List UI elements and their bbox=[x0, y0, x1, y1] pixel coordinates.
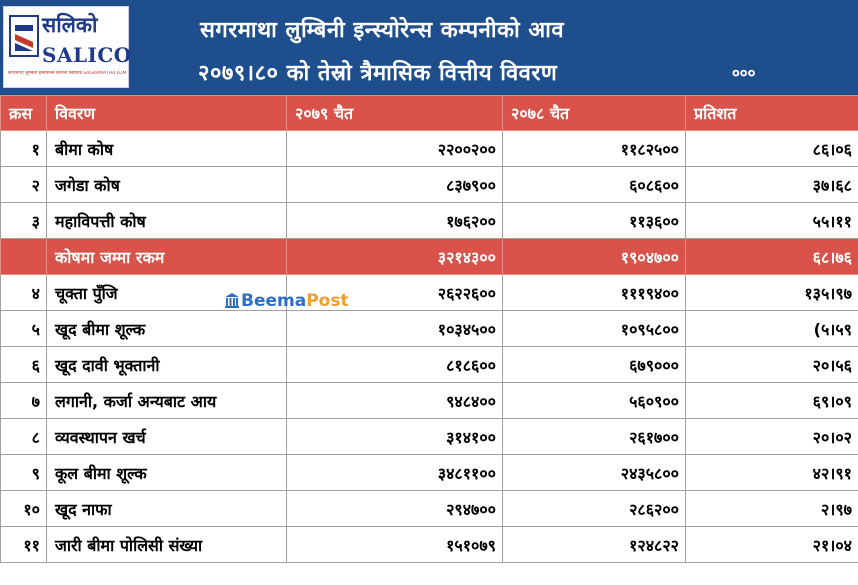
row-value-2078: ५६०९०० bbox=[502, 382, 686, 419]
row-percent: ४२।९१ bbox=[685, 454, 858, 491]
row-value-2079: ८३७९०० bbox=[286, 166, 503, 203]
row-label: महाविपत्ती कोष bbox=[46, 202, 287, 239]
title-line-2: २०७९।८० को तेस्रो त्रैमासिक वित्तीय विवर… bbox=[198, 61, 558, 86]
row-serial: ८ bbox=[0, 418, 47, 455]
row-label: खूद दावी भूक्तानी bbox=[46, 346, 287, 383]
header-2079-chait: २०७९ चैत bbox=[286, 95, 503, 131]
row-value-2079: ३१४१०० bbox=[286, 418, 503, 455]
table-row: ८ व्यवस्थापन खर्च ३१४१०० २६१७०० २०।०२ bbox=[0, 418, 858, 455]
row-serial bbox=[0, 238, 47, 275]
watermark-beema: Beema bbox=[241, 291, 307, 311]
header-description: विवरण bbox=[46, 95, 287, 131]
row-value-2079: २२००२०० bbox=[286, 130, 503, 167]
row-label: जगेडा कोष bbox=[46, 166, 287, 203]
row-label: खूद बीमा शूल्क bbox=[46, 310, 287, 347]
row-value-2078: २४३५८०० bbox=[502, 454, 686, 491]
row-label: कूल बीमा शूल्क bbox=[46, 454, 287, 491]
title-code: ००० bbox=[732, 64, 756, 82]
table-row: १ बीमा कोष २२००२०० ११८२५०० ८६।०६ bbox=[0, 130, 858, 167]
row-serial: ९ bbox=[0, 454, 47, 491]
row-label: बीमा कोष bbox=[46, 130, 287, 167]
table-row: ३ महाविपत्ती कोष १७६२०० ११३६०० ५५।११ bbox=[0, 202, 858, 239]
row-percent: ६९।०९ bbox=[685, 382, 858, 419]
table-body: १ बीमा कोष २२००२०० ११८२५०० ८६।०६ २ जगेडा कोष ८३… bbox=[0, 130, 858, 563]
row-percent: २०।०२ bbox=[685, 418, 858, 455]
row-percent: ८६।०६ bbox=[685, 130, 858, 167]
row-label: व्यवस्थापन खर्च bbox=[46, 418, 287, 455]
logo-tagline: सगरमाथा लुम्बिनी इन्स्योरेन्स कम्पनी लिम… bbox=[8, 71, 126, 76]
row-value-2079: १७६२०० bbox=[286, 202, 503, 239]
financial-table: क्रस विवरण २०७९ चैत २०७८ चैत प्रतिशत १ बी… bbox=[0, 95, 858, 563]
row-percent: ५५।११ bbox=[685, 202, 858, 239]
row-percent: ३७।६८ bbox=[685, 166, 858, 203]
header-serial: क्रस bbox=[0, 95, 47, 131]
header-banner: सलिको SALICO सगरमाथा लुम्बिनी इन्स्योरेन… bbox=[0, 0, 858, 95]
row-value-2078: ६०८६०० bbox=[502, 166, 686, 203]
title-line-1: सगरमाथा लुम्बिनी इन्स्योरेन्स कम्पनीको आ… bbox=[200, 18, 565, 43]
row-value-2079: १०३४५०० bbox=[286, 310, 503, 347]
row-percent: (५।५९ bbox=[685, 310, 858, 347]
row-percent: ६८।७६ bbox=[685, 238, 858, 275]
row-percent: २०।५६ bbox=[685, 346, 858, 383]
row-serial: ३ bbox=[0, 202, 47, 239]
row-value-2078: ११३६०० bbox=[502, 202, 686, 239]
logo-name-nepali: सलिको bbox=[42, 13, 98, 37]
row-value-2079: ३४८११०० bbox=[286, 454, 503, 491]
header-percent: प्रतिशत bbox=[685, 95, 858, 131]
row-value-2078: १११९४०० bbox=[502, 274, 686, 311]
row-value-2079: १५१०७९ bbox=[286, 526, 503, 563]
row-serial: ५ bbox=[0, 310, 47, 347]
table-row: २ जगेडा कोष ८३७९०० ६०८६०० ३७।६८ bbox=[0, 166, 858, 203]
row-value-2079: ८१८६०० bbox=[286, 346, 503, 383]
table-row: ६ खूद दावी भूक्तानी ८१८६०० ६७९००० २०।५६ bbox=[0, 346, 858, 383]
row-value-2079: २९४७०० bbox=[286, 490, 503, 527]
table-row: ९ कूल बीमा शूल्क ३४८११०० २४३५८०० ४२।९१ bbox=[0, 454, 858, 491]
row-percent: २।९७ bbox=[685, 490, 858, 527]
row-value-2079: ९४८४०० bbox=[286, 382, 503, 419]
watermark-post: Post bbox=[306, 291, 349, 311]
header-2078-chait: २०७८ चैत bbox=[502, 95, 686, 131]
table-header-row: क्रस विवरण २०७९ चैत २०७८ चैत प्रतिशत bbox=[0, 95, 858, 131]
table-row: १० खूद नाफा २९४७०० २८६२०० २।९७ bbox=[0, 490, 858, 527]
row-value-2078: १२४८२२ bbox=[502, 526, 686, 563]
row-value-2078: ६७९००० bbox=[502, 346, 686, 383]
row-percent: १३५।९७ bbox=[685, 274, 858, 311]
row-serial: ११ bbox=[0, 526, 47, 563]
salico-emblem-icon bbox=[9, 15, 39, 57]
row-value-2078: १०९५८०० bbox=[502, 310, 686, 347]
row-percent: २१।०४ bbox=[685, 526, 858, 563]
row-value-2078: १९०४७०० bbox=[502, 238, 686, 275]
row-serial: ७ bbox=[0, 382, 47, 419]
row-label: खूद नाफा bbox=[46, 490, 287, 527]
row-value-2079: ३२१४३०० bbox=[286, 238, 503, 275]
row-label: लगानी, कर्जा अन्यबाट आय bbox=[46, 382, 287, 419]
row-serial: १ bbox=[0, 130, 47, 167]
row-value-2078: ११८२५०० bbox=[502, 130, 686, 167]
row-value-2078: २६१७०० bbox=[502, 418, 686, 455]
row-serial: १० bbox=[0, 490, 47, 527]
table-total-row: कोषमा जम्मा रकम ३२१४३०० १९०४७०० ६८।७६ bbox=[0, 238, 858, 275]
row-serial: ४ bbox=[0, 274, 47, 311]
salico-logo: सलिको SALICO सगरमाथा लुम्बिनी इन्स्योरेन… bbox=[3, 6, 132, 88]
row-label: कोषमा जम्मा रकम bbox=[46, 238, 287, 275]
row-label: जारी बीमा पोलिसी संख्या bbox=[46, 526, 287, 563]
logo-name-english: SALICO bbox=[42, 43, 132, 67]
row-serial: ६ bbox=[0, 346, 47, 383]
row-value-2078: २८६२०० bbox=[502, 490, 686, 527]
table-row: ५ खूद बीमा शूल्क १०३४५०० १०९५८०० (५।५९ bbox=[0, 310, 858, 347]
table-row: ४ चूक्ता पुँजि २६२२६०० १११९४०० १३५।९७ bbox=[0, 274, 858, 311]
table-row: ११ जारी बीमा पोलिसी संख्या १५१०७९ १२४८२२ २१।… bbox=[0, 526, 858, 563]
beemapost-watermark: BeemaPost bbox=[225, 291, 349, 311]
table-row: ७ लगानी, कर्जा अन्यबाट आय ९४८४०० ५६०९०० ६९।०… bbox=[0, 382, 858, 419]
row-serial: २ bbox=[0, 166, 47, 203]
building-icon bbox=[225, 293, 239, 308]
